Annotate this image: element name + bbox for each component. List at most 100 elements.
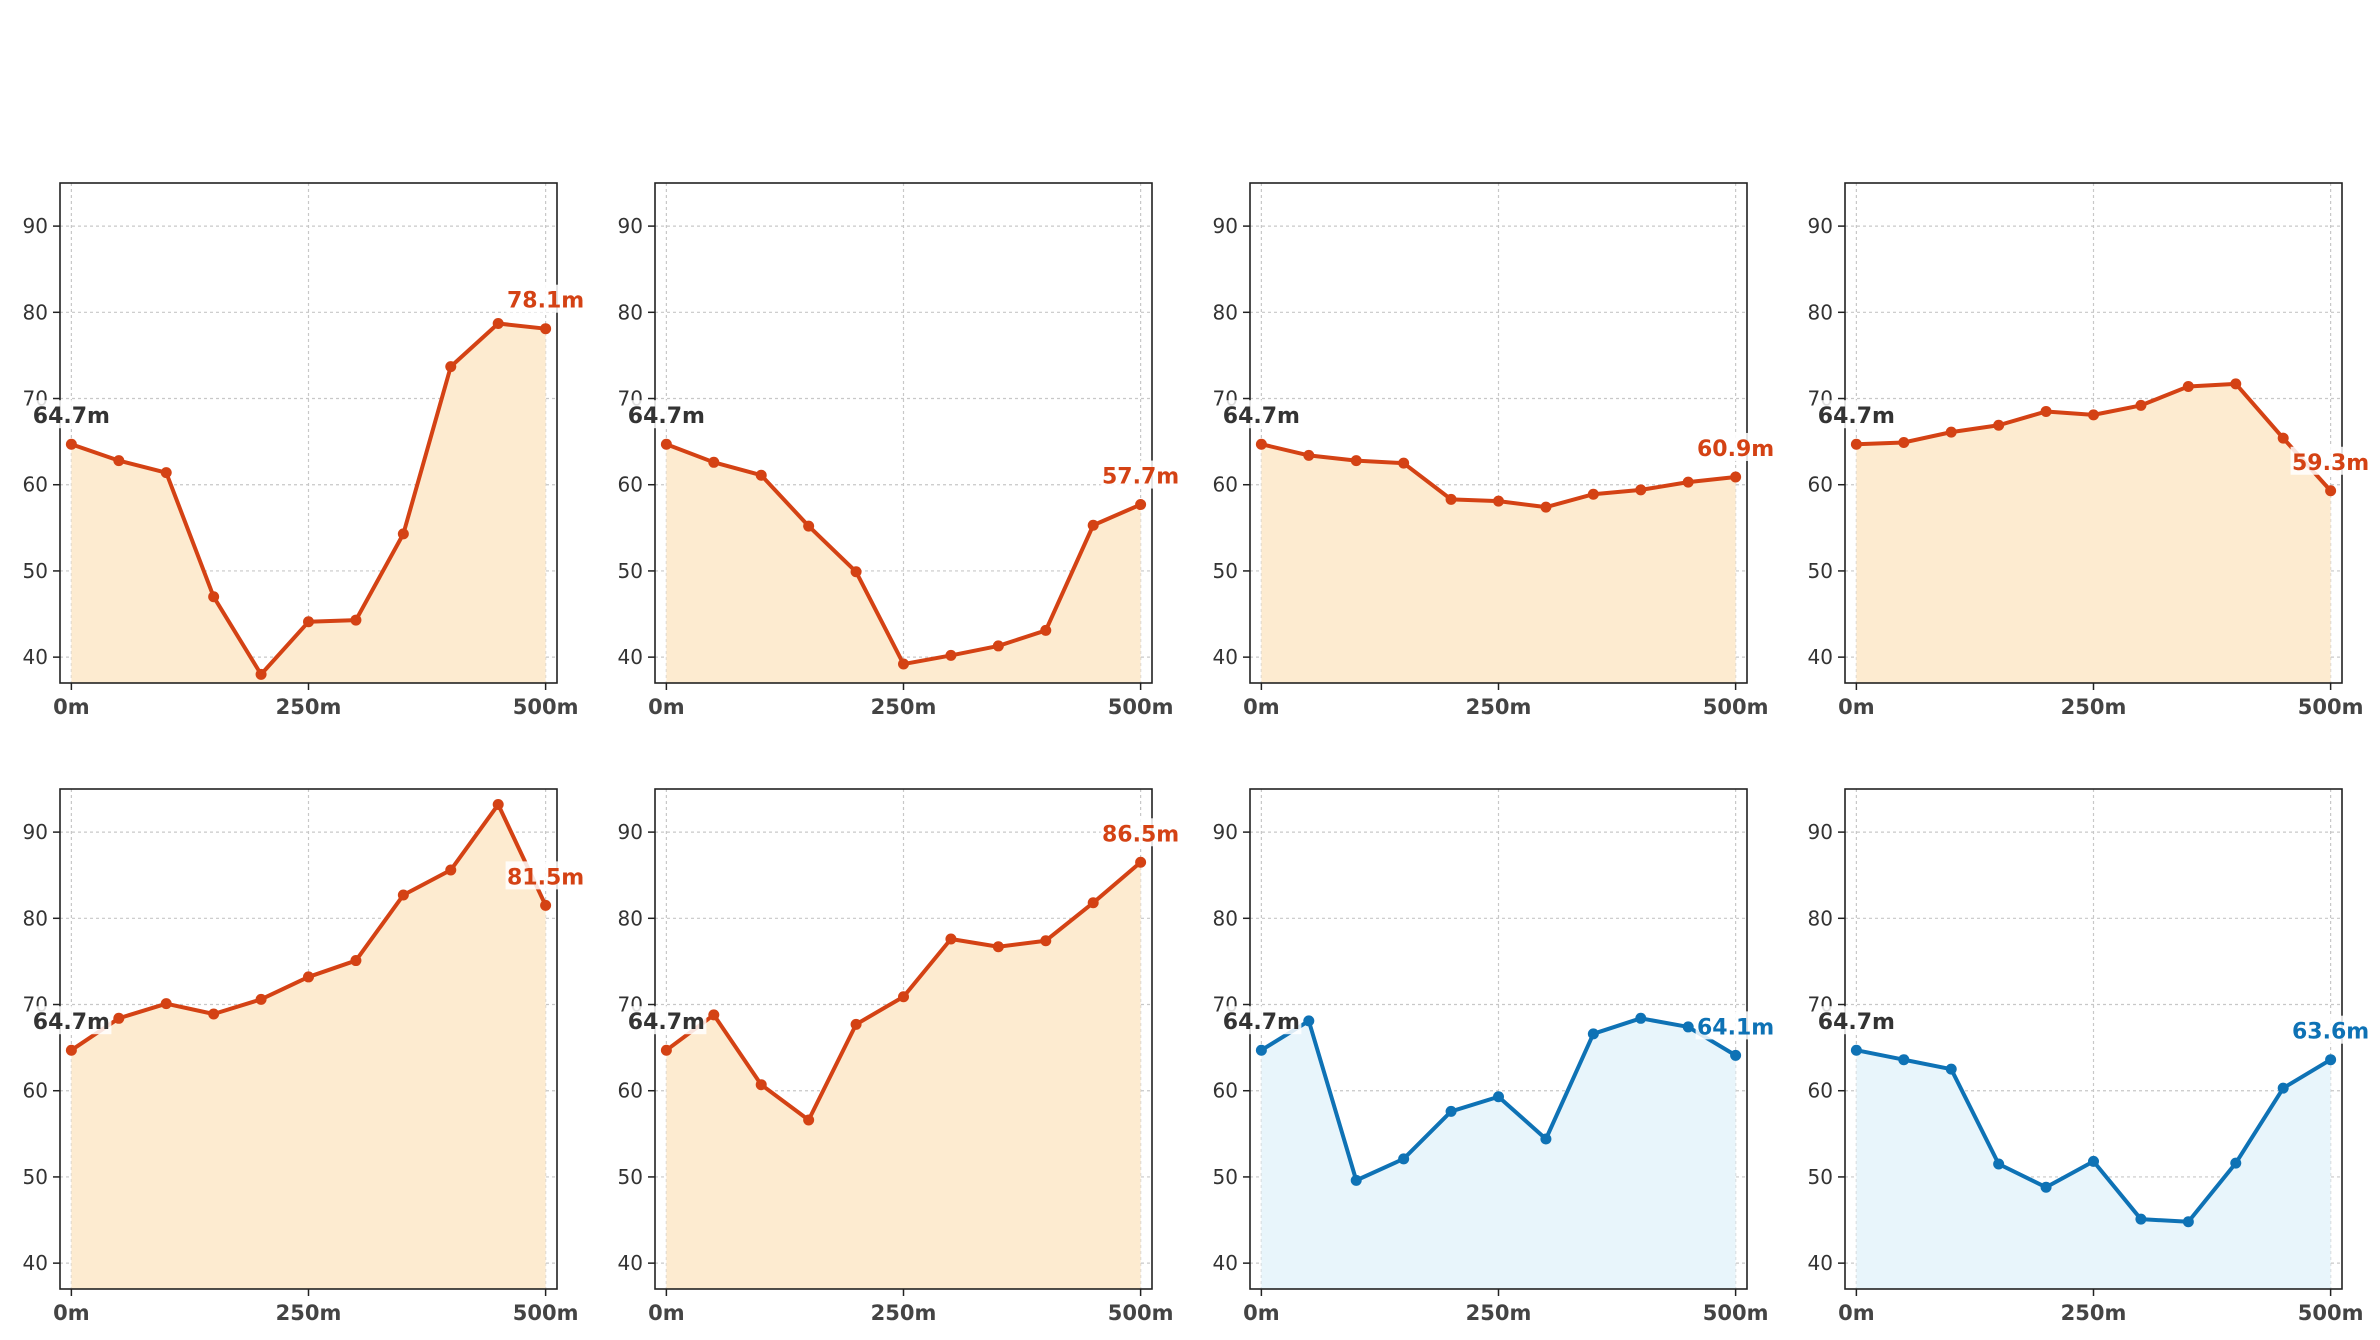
data-point [850, 566, 862, 578]
end-elevation-label: 63.6m [2292, 1020, 2369, 1045]
data-point [2182, 1216, 2194, 1228]
end-label-bg [2290, 446, 2371, 475]
end-label-bg [1695, 432, 1776, 461]
y-tick-label: 60 [1213, 473, 1238, 497]
data-point [1540, 1133, 1552, 1145]
x-tick-label: 0m [648, 1301, 685, 1325]
x-tick-label: 0m [648, 695, 685, 719]
y-tick-label: 50 [23, 559, 48, 583]
start-elevation-label: 64.7m [628, 1010, 705, 1035]
data-point [1303, 449, 1315, 461]
data-point [1135, 499, 1147, 511]
x-tick-label: 500m [1108, 1301, 1174, 1325]
data-point [65, 438, 77, 450]
data-point [65, 1044, 77, 1056]
x-tick-label: 250m [276, 695, 342, 719]
y-tick-label: 90 [1213, 820, 1238, 844]
data-point [1040, 935, 1052, 947]
y-tick-label: 80 [618, 300, 643, 324]
data-point [160, 998, 172, 1010]
start-elevation-label: 64.7m [33, 1010, 110, 1035]
data-point [397, 528, 409, 540]
x-tick-label: 250m [2061, 1301, 2127, 1325]
x-tick-label: 500m [1108, 695, 1174, 719]
data-point [2040, 1181, 2052, 1193]
x-tick-label: 500m [513, 695, 579, 719]
data-point [1493, 1091, 1504, 1103]
y-tick-label: 40 [618, 645, 643, 669]
area-fill [1856, 1050, 2331, 1289]
x-tick-label: 250m [871, 1301, 937, 1325]
data-point [1040, 624, 1052, 636]
y-tick-label: 60 [618, 473, 643, 497]
end-label-bg [1100, 460, 1181, 489]
y-tick-label: 40 [23, 1251, 48, 1275]
start-label-bg [626, 1006, 707, 1035]
data-point [660, 1044, 672, 1056]
y-tick-label: 90 [23, 820, 48, 844]
y-tick-label: 80 [1808, 906, 1833, 930]
area-fill [1856, 383, 2331, 683]
data-point [303, 616, 314, 628]
data-point [898, 991, 909, 1003]
area-fill [71, 323, 546, 683]
data-point [2230, 378, 2242, 390]
x-tick-label: 500m [2298, 695, 2364, 719]
y-tick-label: 60 [1808, 1079, 1833, 1103]
data-point [2325, 1054, 2337, 1066]
y-tick-label: 90 [23, 214, 48, 238]
x-tick-label: 0m [1838, 695, 1875, 719]
start-label-bg [626, 400, 707, 429]
data-point [255, 668, 267, 680]
start-elevation-label: 64.7m [1818, 1010, 1895, 1035]
data-point [1398, 457, 1410, 469]
y-tick-label: 50 [23, 1165, 48, 1189]
data-point [1087, 519, 1099, 531]
data-point [992, 640, 1004, 652]
data-point [945, 649, 957, 661]
data-point [1398, 1153, 1410, 1165]
area-fill [666, 444, 1141, 683]
data-point [1350, 455, 1362, 467]
y-tick-label: 50 [1808, 1165, 1833, 1189]
end-elevation-label: 64.1m [1697, 1015, 1774, 1040]
data-point [2088, 409, 2099, 421]
data-point [2325, 485, 2337, 497]
x-tick-label: 250m [871, 695, 937, 719]
data-point [708, 1009, 720, 1021]
start-label-bg [1221, 400, 1302, 429]
y-tick-label: 60 [1213, 1079, 1238, 1103]
data-point [255, 993, 267, 1005]
data-point [350, 955, 362, 967]
y-tick-label: 60 [23, 473, 48, 497]
data-point [1730, 471, 1742, 483]
data-point [2040, 405, 2052, 417]
end-elevation-label: 81.5m [507, 865, 584, 890]
data-point [1350, 1174, 1362, 1186]
y-tick-label: 40 [23, 645, 48, 669]
data-point [1635, 484, 1647, 496]
y-tick-label: 90 [1808, 214, 1833, 238]
data-point [1587, 488, 1599, 500]
data-point [540, 899, 552, 911]
y-tick-label: 50 [618, 559, 643, 583]
start-label-bg [31, 1006, 112, 1035]
start-elevation-label: 64.7m [1223, 404, 1300, 429]
data-point [208, 1008, 220, 1020]
data-point [1635, 1012, 1647, 1024]
y-tick-label: 50 [1808, 559, 1833, 583]
data-point [898, 658, 909, 670]
data-point [1587, 1028, 1599, 1040]
y-tick-label: 40 [1808, 1251, 1833, 1275]
data-point [1303, 1015, 1315, 1027]
end-elevation-label: 59.3m [2292, 451, 2369, 476]
y-tick-label: 50 [1213, 1165, 1238, 1189]
end-elevation-label: 86.5m [1102, 822, 1179, 847]
x-tick-label: 500m [1703, 695, 1769, 719]
area-fill [666, 862, 1141, 1289]
x-tick-label: 0m [1838, 1301, 1875, 1325]
x-tick-label: 250m [1466, 1301, 1532, 1325]
data-point [660, 438, 672, 450]
x-tick-label: 0m [1243, 1301, 1280, 1325]
